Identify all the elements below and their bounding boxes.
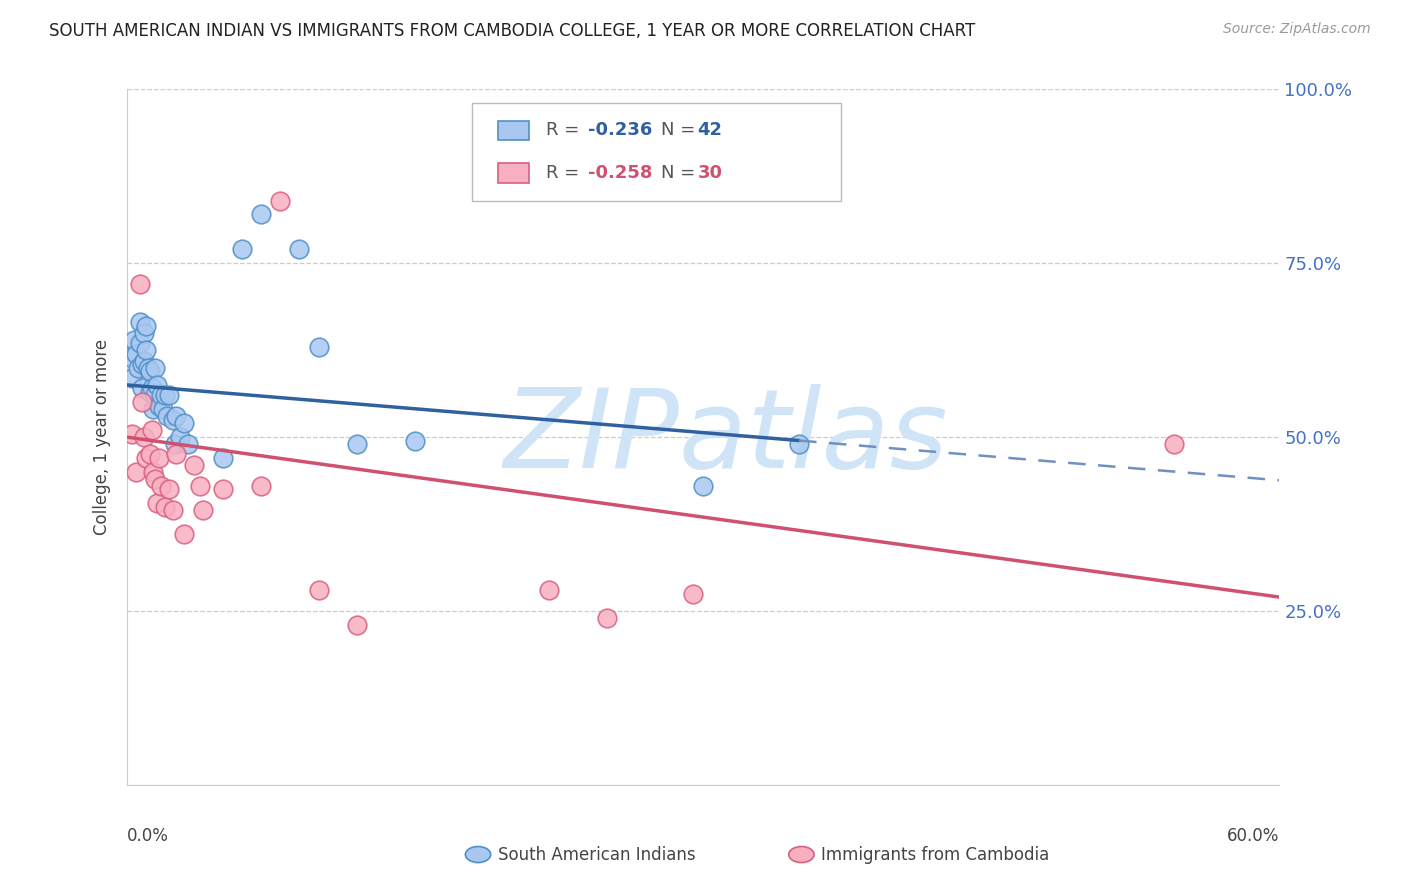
- Text: SOUTH AMERICAN INDIAN VS IMMIGRANTS FROM CAMBODIA COLLEGE, 1 YEAR OR MORE CORREL: SOUTH AMERICAN INDIAN VS IMMIGRANTS FROM…: [49, 22, 976, 40]
- Text: 30: 30: [697, 164, 723, 182]
- Point: [141, 423, 163, 437]
- Point: [146, 378, 169, 392]
- Point: [125, 346, 148, 360]
- Point: [138, 384, 160, 399]
- Point: [211, 482, 233, 496]
- Point: [135, 343, 157, 357]
- Point: [269, 194, 291, 208]
- Point: [173, 527, 195, 541]
- Point: [153, 500, 176, 514]
- Point: [145, 472, 166, 486]
- Point: [250, 207, 273, 221]
- Point: [120, 350, 142, 364]
- Text: -0.236: -0.236: [588, 121, 652, 139]
- Text: 42: 42: [697, 121, 723, 139]
- Point: [132, 430, 155, 444]
- Point: [183, 458, 205, 472]
- Point: [152, 402, 174, 417]
- Text: R =: R =: [546, 121, 585, 139]
- Point: [538, 583, 561, 598]
- Point: [166, 409, 188, 424]
- Point: [142, 465, 165, 479]
- Point: [153, 388, 176, 402]
- Point: [692, 479, 714, 493]
- Point: [188, 479, 211, 493]
- Point: [211, 450, 233, 465]
- Point: [162, 412, 184, 426]
- Point: [121, 371, 143, 385]
- Text: Source: ZipAtlas.com: Source: ZipAtlas.com: [1223, 22, 1371, 37]
- Point: [131, 395, 153, 409]
- Text: ZIPatlas: ZIPatlas: [503, 384, 948, 491]
- Point: [135, 450, 157, 465]
- Text: 0.0%: 0.0%: [127, 827, 169, 845]
- Point: [346, 618, 368, 632]
- Text: -0.258: -0.258: [588, 164, 652, 182]
- Point: [141, 381, 163, 395]
- Point: [131, 381, 153, 395]
- Point: [346, 437, 368, 451]
- Point: [1163, 437, 1185, 451]
- Point: [127, 360, 149, 375]
- Point: [138, 447, 160, 462]
- Point: [125, 465, 148, 479]
- Y-axis label: College, 1 year or more: College, 1 year or more: [93, 339, 111, 535]
- Point: [163, 437, 186, 451]
- Point: [132, 353, 155, 368]
- Point: [150, 388, 173, 402]
- Point: [308, 340, 330, 354]
- Point: [122, 333, 145, 347]
- Text: Immigrants from Cambodia: Immigrants from Cambodia: [821, 846, 1049, 863]
- Point: [150, 479, 173, 493]
- Text: N =: N =: [661, 121, 700, 139]
- Point: [129, 315, 152, 329]
- Point: [146, 496, 169, 510]
- Point: [132, 326, 155, 340]
- Point: [193, 503, 215, 517]
- Point: [166, 447, 188, 462]
- Point: [135, 318, 157, 333]
- Point: [136, 360, 159, 375]
- Point: [129, 277, 152, 291]
- Text: N =: N =: [661, 164, 700, 182]
- Point: [131, 357, 153, 371]
- Point: [121, 426, 143, 441]
- Point: [177, 437, 200, 451]
- Text: South American Indians: South American Indians: [498, 846, 696, 863]
- Point: [148, 399, 170, 413]
- Point: [148, 450, 170, 465]
- Point: [596, 611, 619, 625]
- Point: [157, 482, 180, 496]
- Point: [250, 479, 273, 493]
- Point: [288, 242, 311, 256]
- Point: [145, 388, 166, 402]
- Point: [787, 437, 810, 451]
- Point: [157, 388, 180, 402]
- Point: [138, 364, 160, 378]
- Point: [142, 402, 165, 417]
- Point: [404, 434, 426, 448]
- Point: [129, 336, 152, 351]
- Point: [145, 360, 166, 375]
- Point: [173, 416, 195, 430]
- Point: [308, 583, 330, 598]
- Text: 60.0%: 60.0%: [1227, 827, 1279, 845]
- Point: [169, 430, 191, 444]
- Point: [231, 242, 253, 256]
- Point: [682, 587, 704, 601]
- Text: R =: R =: [546, 164, 585, 182]
- Point: [156, 409, 179, 424]
- Point: [162, 503, 184, 517]
